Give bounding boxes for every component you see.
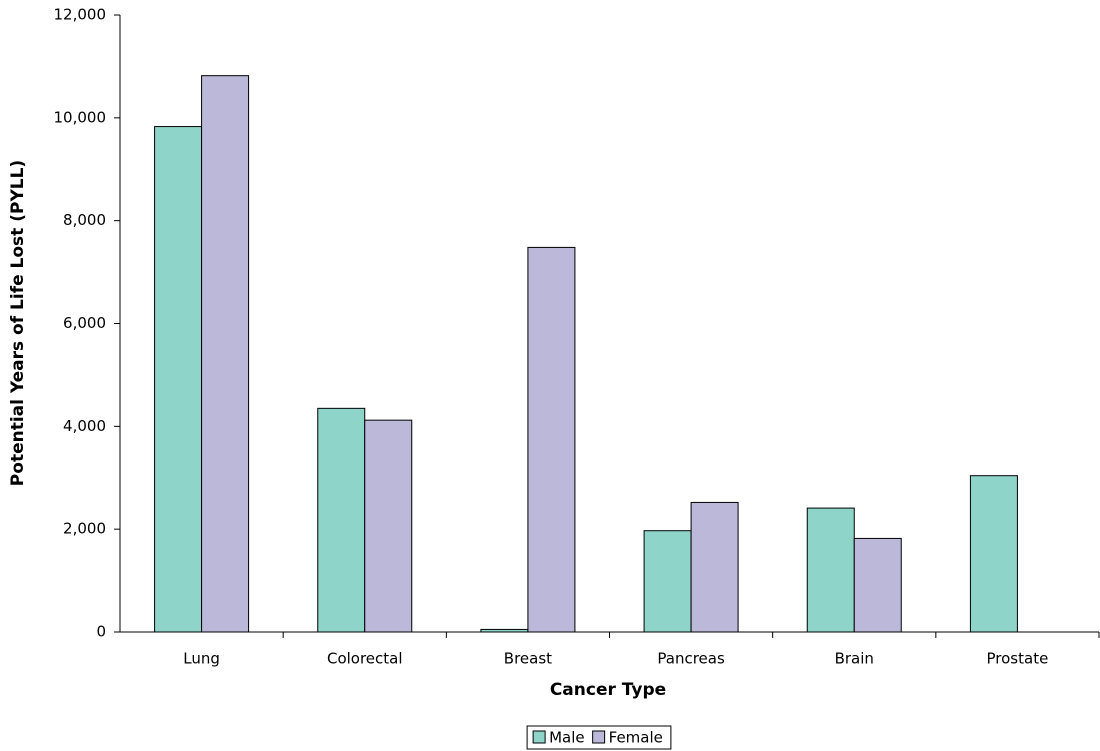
legend-label: Male	[549, 729, 585, 747]
x-axis-title: Cancer Type	[550, 680, 666, 700]
bar	[317, 407, 366, 633]
y-tick-label: 4,000	[63, 417, 106, 435]
bar	[154, 126, 203, 633]
y-tick-label: 6,000	[63, 314, 106, 332]
y-axis-title: Potential Years of Life Lost (PYLL)	[8, 160, 28, 486]
legend-swatch	[592, 730, 606, 744]
y-tick-label: 12,000	[54, 6, 107, 24]
bar	[527, 246, 576, 633]
y-tick-label: 2,000	[63, 520, 106, 538]
bar	[806, 507, 855, 633]
bar	[364, 419, 413, 633]
x-tick-label: Prostate	[987, 650, 1049, 668]
y-tick-label: 8,000	[63, 211, 106, 229]
x-tick-label: Pancreas	[657, 650, 725, 668]
bar	[643, 530, 692, 633]
legend-swatch	[532, 730, 546, 744]
bar	[201, 75, 250, 633]
x-tick-label: Brain	[835, 650, 874, 668]
y-tick-label: 10,000	[54, 108, 107, 126]
x-tick-label: Colorectal	[327, 650, 403, 668]
bar	[969, 475, 1018, 633]
y-tick-label: 0	[96, 623, 106, 641]
legend-label: Female	[609, 729, 663, 747]
bar	[853, 537, 902, 633]
x-tick-label: Breast	[504, 650, 552, 668]
x-tick-label: Lung	[183, 650, 220, 668]
bar	[690, 501, 739, 633]
